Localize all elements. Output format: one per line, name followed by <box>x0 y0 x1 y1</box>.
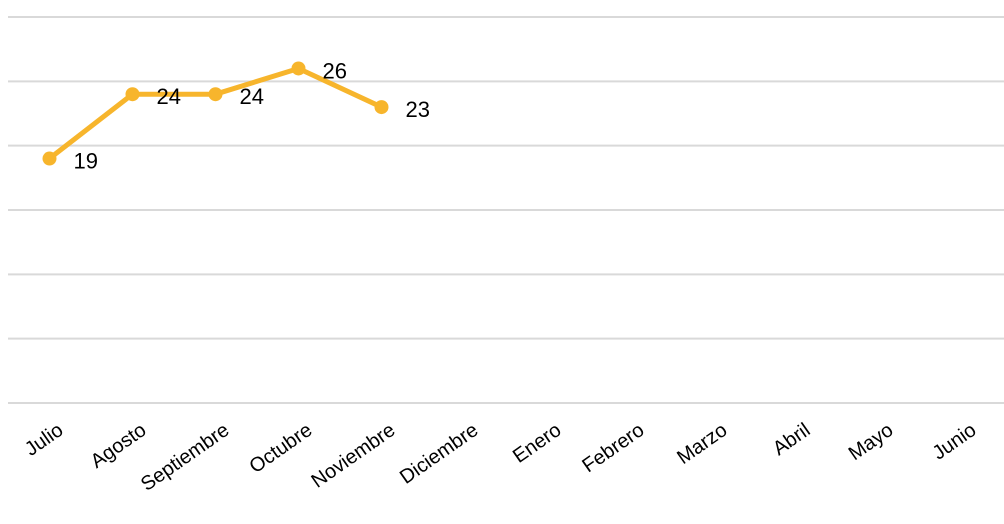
data-labels: 19 24 24 26 23 <box>74 58 430 173</box>
data-label-julio: 19 <box>74 149 98 174</box>
x-tick-label-noviembre: Noviembre <box>308 419 400 492</box>
data-label-agosto: 24 <box>157 84 181 109</box>
x-tick-label-mayo: Mayo <box>845 419 898 465</box>
x-tick-label-octubre: Octubre <box>245 419 316 478</box>
data-label-octubre: 26 <box>323 58 347 83</box>
x-tick-label-febrero: Febrero <box>578 419 648 477</box>
series-group <box>42 61 389 166</box>
data-label-noviembre: 23 <box>406 97 430 122</box>
x-tick-label-septiembre: Septiembre <box>137 419 233 496</box>
x-tick-label-julio: Julio <box>21 419 67 461</box>
gridlines <box>8 16 1004 404</box>
x-tick-label-diciembre: Diciembre <box>396 419 482 489</box>
x-tick-label-agosto: Agosto <box>87 419 151 473</box>
x-tick-label-marzo: Marzo <box>673 419 731 469</box>
data-point-julio <box>42 151 57 166</box>
data-point-noviembre <box>374 100 389 115</box>
data-point-septiembre <box>208 87 223 102</box>
x-tick-label-enero: Enero <box>509 419 565 468</box>
data-point-agosto <box>125 87 140 102</box>
data-label-septiembre: 24 <box>240 84 264 109</box>
data-point-octubre <box>291 61 306 76</box>
x-tick-label-junio: Junio <box>929 419 981 464</box>
x-tick-label-abril: Abril <box>769 419 814 460</box>
